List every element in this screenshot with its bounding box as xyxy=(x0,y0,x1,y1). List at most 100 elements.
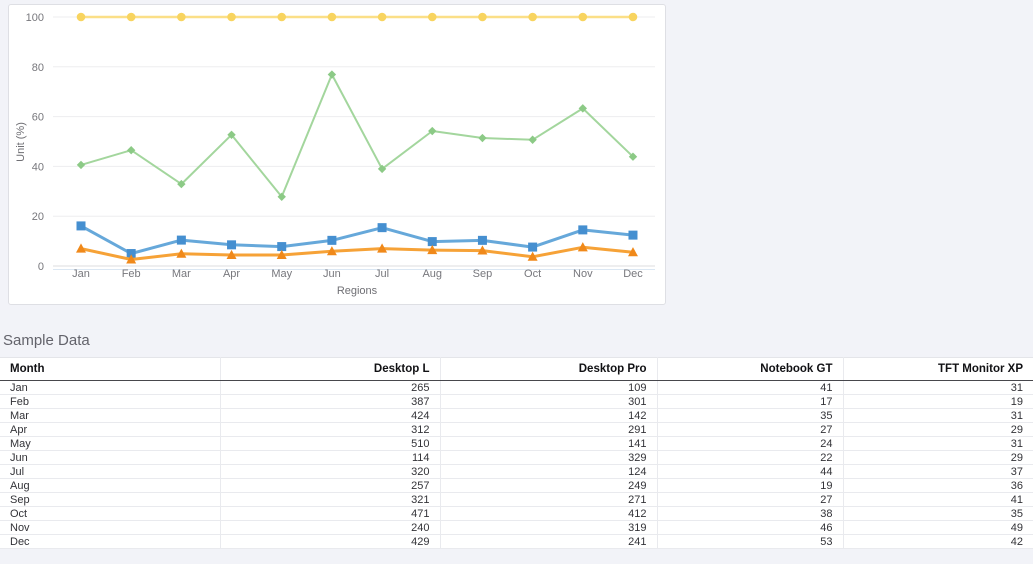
column-header-tft-monitor-xp: TFT Monitor XP xyxy=(843,357,1033,381)
marker-tft-monitor-xp-mar[interactable] xyxy=(176,248,187,258)
value-cell-desktop-l: 471 xyxy=(220,506,441,521)
marker-tft-monitor-xp-sep[interactable] xyxy=(477,245,488,255)
marker-notebook-gt-feb[interactable] xyxy=(126,249,136,259)
marker-desktop-pro-jun[interactable] xyxy=(327,70,337,79)
y-tick-label: 20 xyxy=(32,211,44,223)
marker-notebook-gt-sep[interactable] xyxy=(477,235,487,245)
value-cell-tft-monitor-xp: 29 xyxy=(843,450,1033,465)
table-row-jan: Jan 265 109 41 31 xyxy=(0,380,1033,395)
table-row-aug: Aug 257 249 19 36 xyxy=(0,478,1033,493)
value-cell-desktop-pro: 241 xyxy=(440,534,658,549)
value-cell-notebook-gt: 27 xyxy=(657,492,844,507)
month-cell: Feb xyxy=(0,394,221,409)
marker-tft-monitor-xp-apr[interactable] xyxy=(226,249,237,260)
marker-desktop-pro-jul[interactable] xyxy=(377,164,387,174)
marker-notebook-gt-nov[interactable] xyxy=(578,225,588,235)
marker-desktop-pro-may[interactable] xyxy=(277,192,286,201)
marker-desktop-l-mar[interactable] xyxy=(177,12,186,22)
value-cell-desktop-l: 510 xyxy=(220,436,441,451)
marker-desktop-pro-apr[interactable] xyxy=(227,130,236,139)
value-cell-desktop-l: 240 xyxy=(220,520,441,535)
marker-desktop-l-dec[interactable] xyxy=(628,12,638,22)
month-cell: Apr xyxy=(0,422,221,437)
table-title: Sample Data xyxy=(3,332,90,349)
marker-desktop-pro-dec[interactable] xyxy=(628,152,638,161)
table-row-may: May 510 141 24 31 xyxy=(0,436,1033,451)
value-cell-notebook-gt: 44 xyxy=(657,464,844,479)
value-cell-tft-monitor-xp: 36 xyxy=(843,478,1033,493)
marker-tft-monitor-xp-may[interactable] xyxy=(276,249,287,260)
marker-tft-monitor-xp-oct[interactable] xyxy=(527,251,538,261)
marker-tft-monitor-xp-feb[interactable] xyxy=(126,254,137,264)
marker-notebook-gt-aug[interactable] xyxy=(427,237,437,247)
stacked-line-chart[interactable]: 0 20 40 60 80 100 Jan Feb Mar Apr May Jun Jul Aug Sep O… xyxy=(9,5,665,304)
y-tick-label: 40 xyxy=(32,161,44,173)
marker-desktop-l-oct[interactable] xyxy=(528,12,537,22)
marker-desktop-pro-jan[interactable] xyxy=(76,160,86,170)
marker-notebook-gt-oct[interactable] xyxy=(528,242,538,252)
value-cell-desktop-l: 265 xyxy=(220,380,441,395)
table-row-jun: Jun 114 329 22 29 xyxy=(0,450,1033,465)
sample-data-section: Sample Data Month Desktop L Desktop Pro Not… xyxy=(0,332,1033,549)
value-cell-desktop-l: 387 xyxy=(220,394,441,409)
x-tick-label-jun: Jun xyxy=(323,268,341,280)
marker-tft-monitor-xp-jan[interactable] xyxy=(76,243,86,253)
value-cell-notebook-gt: 19 xyxy=(657,478,844,493)
table-row-feb: Feb 387 301 17 19 xyxy=(0,394,1033,409)
x-tick-label-apr: Apr xyxy=(223,268,240,280)
marker-desktop-l-may[interactable] xyxy=(277,12,287,22)
marker-notebook-gt-jun[interactable] xyxy=(327,235,337,245)
marker-desktop-l-sep[interactable] xyxy=(478,12,487,22)
month-cell: Mar xyxy=(0,408,221,423)
x-tick-label-dec: Dec xyxy=(623,268,643,280)
marker-notebook-gt-mar[interactable] xyxy=(176,235,186,245)
value-cell-tft-monitor-xp: 49 xyxy=(843,520,1033,535)
x-tick-label-oct: Oct xyxy=(524,268,541,280)
marker-notebook-gt-may[interactable] xyxy=(277,242,287,252)
marker-notebook-gt-jul[interactable] xyxy=(377,223,387,233)
marker-notebook-gt-jan[interactable] xyxy=(76,221,86,231)
marker-desktop-l-apr[interactable] xyxy=(227,12,236,22)
marker-tft-monitor-xp-aug[interactable] xyxy=(427,244,438,255)
marker-desktop-pro-feb[interactable] xyxy=(126,146,136,155)
table-row-oct: Oct 471 412 38 35 xyxy=(0,506,1033,521)
marker-desktop-pro-aug[interactable] xyxy=(428,126,437,136)
month-cell: Jun xyxy=(0,450,221,465)
value-cell-notebook-gt: 46 xyxy=(657,520,844,535)
marker-desktop-l-feb[interactable] xyxy=(126,12,136,22)
value-cell-desktop-l: 429 xyxy=(220,534,441,549)
value-cell-desktop-pro: 124 xyxy=(440,464,658,479)
marker-desktop-l-jul[interactable] xyxy=(377,12,387,22)
value-cell-desktop-pro: 319 xyxy=(440,520,658,535)
marker-tft-monitor-xp-dec[interactable] xyxy=(627,247,638,257)
x-tick-label-aug: Aug xyxy=(422,268,442,280)
marker-desktop-l-jan[interactable] xyxy=(76,12,86,22)
value-cell-tft-monitor-xp: 42 xyxy=(843,534,1033,549)
value-cell-desktop-pro: 142 xyxy=(440,408,658,423)
marker-desktop-l-nov[interactable] xyxy=(578,12,588,22)
value-cell-notebook-gt: 22 xyxy=(657,450,844,465)
marker-tft-monitor-xp-jun[interactable] xyxy=(326,246,337,256)
marker-tft-monitor-xp-jul[interactable] xyxy=(377,243,388,253)
marker-desktop-l-jun[interactable] xyxy=(327,12,337,22)
marker-desktop-pro-nov[interactable] xyxy=(578,104,587,113)
marker-notebook-gt-apr[interactable] xyxy=(227,240,237,250)
x-tick-label-nov: Nov xyxy=(573,268,593,280)
x-tick-label-jul: Jul xyxy=(375,268,389,280)
month-cell: Jan xyxy=(0,380,221,395)
table-row-nov: Nov 240 319 46 49 xyxy=(0,520,1033,535)
column-header-month: Month xyxy=(0,357,221,381)
month-cell: Aug xyxy=(0,478,221,493)
y-tick-label: 0 xyxy=(38,261,44,273)
marker-desktop-pro-sep[interactable] xyxy=(478,133,487,143)
table-row-jul: Jul 320 124 44 37 xyxy=(0,464,1033,479)
month-cell: May xyxy=(0,436,221,451)
marker-tft-monitor-xp-nov[interactable] xyxy=(577,242,588,252)
value-cell-notebook-gt: 38 xyxy=(657,506,844,521)
marker-desktop-pro-oct[interactable] xyxy=(528,135,537,144)
marker-desktop-l-aug[interactable] xyxy=(427,12,437,22)
marker-desktop-pro-mar[interactable] xyxy=(177,179,186,189)
marker-notebook-gt-dec[interactable] xyxy=(628,230,638,240)
series-line-desktop-pro xyxy=(80,73,634,198)
value-cell-desktop-pro: 301 xyxy=(440,394,658,409)
